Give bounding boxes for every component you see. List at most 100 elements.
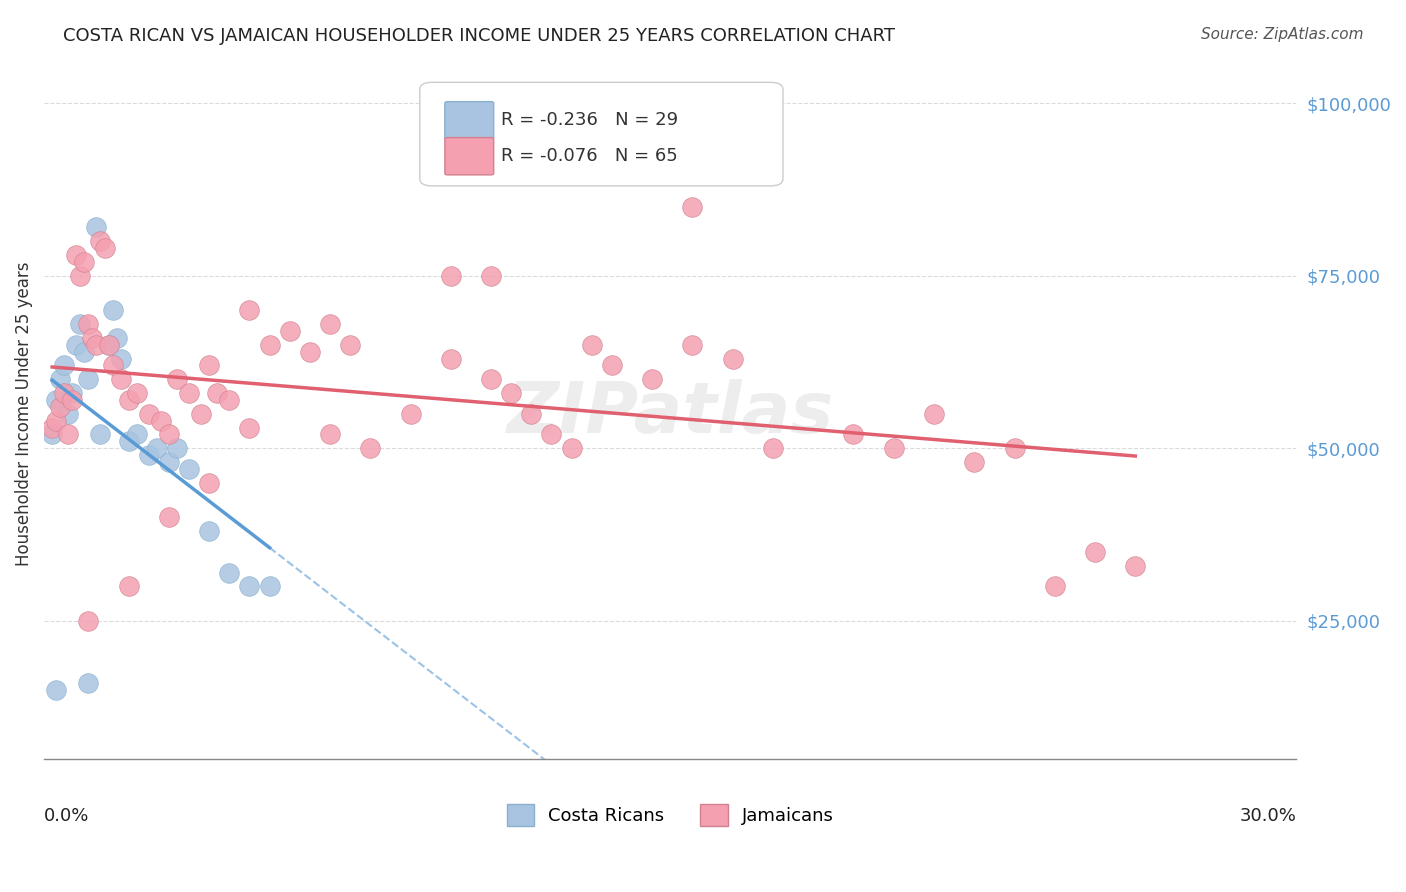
Point (218, 566, 240, 580)
Point (963, 455, 986, 469)
Point (501, 386, 523, 401)
Point (118, 579, 141, 593)
Point (319, 427, 342, 442)
Y-axis label: Householder Income Under 25 years: Householder Income Under 25 years (15, 261, 32, 566)
Point (97, 337, 120, 351)
Point (138, 448, 160, 462)
Point (581, 337, 603, 351)
Point (41, 427, 63, 442)
FancyBboxPatch shape (444, 102, 494, 139)
Point (177, 386, 200, 401)
Point (278, 324, 301, 338)
Point (298, 344, 321, 359)
Legend: Costa Ricans, Jamaicans: Costa Ricans, Jamaicans (499, 797, 841, 833)
Point (922, 407, 945, 421)
Point (238, 420, 260, 434)
Point (60, 386, 83, 401)
Point (86, 220, 108, 235)
Point (73, 344, 96, 359)
Point (149, 414, 172, 428)
Point (41, 420, 63, 434)
Point (339, 337, 361, 351)
Point (1004, 442, 1026, 456)
Point (101, 359, 124, 373)
Point (60, 392, 83, 407)
Point (883, 442, 905, 456)
Point (69, 268, 91, 283)
Point (45, 414, 67, 428)
Point (198, 524, 221, 538)
FancyBboxPatch shape (444, 137, 494, 175)
Point (359, 442, 381, 456)
Point (89, 234, 111, 248)
Point (77, 317, 100, 331)
Point (479, 268, 502, 283)
Point (45, 682, 67, 697)
Point (65, 337, 87, 351)
Text: R = -0.236   N = 29: R = -0.236 N = 29 (501, 112, 678, 129)
Point (73, 255, 96, 269)
Point (762, 442, 785, 456)
Point (157, 510, 180, 524)
Point (198, 475, 221, 490)
Point (101, 303, 124, 318)
Point (166, 372, 188, 386)
Point (82, 331, 104, 345)
Point (110, 351, 132, 366)
Point (259, 579, 281, 593)
Point (77, 676, 100, 690)
Point (190, 407, 212, 421)
Point (1123, 558, 1146, 573)
Point (69, 317, 91, 331)
Point (520, 407, 543, 421)
Point (118, 392, 141, 407)
Point (238, 303, 260, 318)
Text: 0.0%: 0.0% (44, 807, 90, 825)
Point (166, 442, 188, 456)
Point (440, 351, 463, 366)
Point (93, 241, 115, 255)
Point (479, 372, 502, 386)
Point (259, 337, 281, 351)
Point (238, 579, 260, 593)
Point (77, 614, 100, 628)
Point (45, 392, 67, 407)
Point (89, 427, 111, 442)
Text: Source: ZipAtlas.com: Source: ZipAtlas.com (1201, 27, 1364, 42)
Text: COSTA RICAN VS JAMAICAN HOUSEHOLDER INCOME UNDER 25 YEARS CORRELATION CHART: COSTA RICAN VS JAMAICAN HOUSEHOLDER INCO… (63, 27, 896, 45)
Point (53, 359, 76, 373)
Point (641, 372, 664, 386)
Point (540, 427, 562, 442)
Text: 30.0%: 30.0% (1240, 807, 1296, 825)
Point (65, 248, 87, 262)
Point (1084, 545, 1107, 559)
Point (1043, 579, 1066, 593)
Point (49, 372, 72, 386)
Point (86, 337, 108, 351)
Point (218, 392, 240, 407)
Point (440, 268, 463, 283)
Point (58, 407, 80, 421)
Point (681, 337, 703, 351)
Point (399, 407, 422, 421)
Point (77, 372, 100, 386)
Point (146, 442, 169, 456)
Point (125, 427, 148, 442)
Text: R = -0.076   N = 65: R = -0.076 N = 65 (501, 147, 678, 165)
Point (157, 427, 180, 442)
Point (198, 359, 221, 373)
Text: ZIPatlas: ZIPatlas (506, 379, 834, 449)
Point (110, 372, 132, 386)
Point (842, 427, 865, 442)
Point (681, 200, 703, 214)
Point (207, 386, 229, 401)
Point (600, 359, 623, 373)
Point (97, 337, 120, 351)
Point (105, 331, 128, 345)
Point (721, 351, 744, 366)
Point (49, 400, 72, 414)
Point (125, 386, 148, 401)
FancyBboxPatch shape (420, 82, 783, 186)
Point (319, 317, 342, 331)
Point (58, 427, 80, 442)
